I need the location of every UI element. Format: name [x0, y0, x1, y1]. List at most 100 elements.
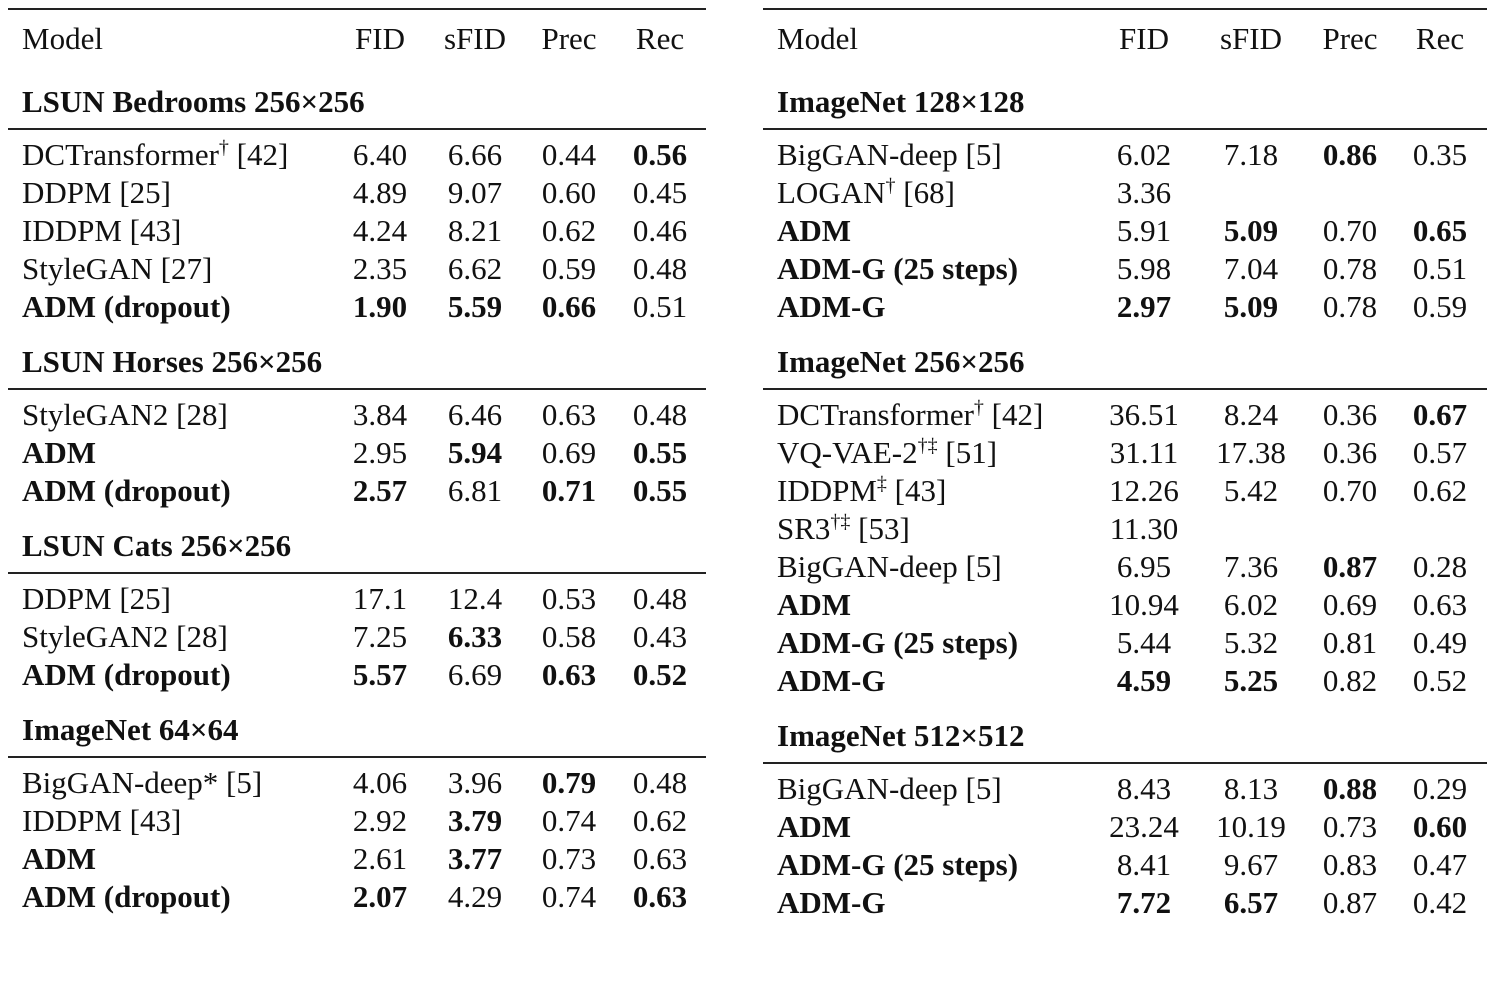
sfid-cell: 10.19 [1216, 809, 1286, 844]
model-cell: ADM-G (25 steps) [777, 624, 1018, 662]
model-name: BigGAN-deep [777, 549, 958, 584]
fid-cell: 12.26 [1109, 473, 1179, 508]
section-rule [763, 388, 1487, 390]
fid-cell: 6.02 [1116, 137, 1172, 172]
section-rule [8, 572, 706, 574]
rec-cell: 0.49 [1412, 625, 1468, 660]
prec-cell: 0.73 [1322, 809, 1378, 844]
model-cell: IDDPM‡ [43] [777, 472, 946, 510]
table-row: IDDPM [43] 4.24 8.21 0.62 0.46 [8, 212, 706, 250]
left-sections: LSUN Bedrooms 256×256 DCTransformer† [42]… [8, 82, 706, 916]
sfid-cell: 8.13 [1223, 771, 1279, 806]
model-name: StyleGAN2 [22, 397, 169, 432]
model-cell: DDPM [25] [22, 174, 171, 212]
table-row: LOGAN† [68] 3.36 [763, 174, 1487, 212]
prec-cell: 0.66 [541, 289, 597, 324]
section-rule [8, 128, 706, 130]
model-cell: ADM [777, 212, 851, 250]
prec-cell: 0.53 [541, 581, 597, 616]
model-name: IDDPM [22, 803, 122, 838]
sfid-cell: 6.81 [447, 473, 503, 508]
sfid-cell: 5.94 [447, 435, 503, 470]
fid-cell: 11.30 [1109, 511, 1179, 546]
model-cell: BigGAN-deep* [5] [22, 764, 262, 802]
sfid-cell: 8.21 [447, 213, 503, 248]
fid-cell: 6.40 [352, 137, 408, 172]
fid-cell: 7.72 [1116, 885, 1172, 920]
sfid-cell: 6.46 [447, 397, 503, 432]
sfid-cell: 8.24 [1223, 397, 1279, 432]
fid-cell: 1.90 [352, 289, 408, 324]
model-name: IDDPM [22, 213, 122, 248]
model-name: ADM-G [777, 885, 886, 920]
rec-cell: 0.48 [632, 581, 688, 616]
table-row: StyleGAN2 [28] 7.25 6.33 0.58 0.43 [8, 618, 706, 656]
citation-ref: [43] [894, 473, 947, 508]
model-name: DDPM [22, 581, 112, 616]
fid-cell: 6.95 [1116, 549, 1172, 584]
rec-cell: 0.52 [632, 657, 688, 692]
left-results-table: Model FID sFID Prec Rec LSUN Bedrooms 25… [8, 8, 706, 916]
model-name: ADM (dropout) [22, 879, 231, 914]
model-name: ADM [777, 213, 852, 248]
table-row: ADM-G (25 steps) 8.41 9.67 0.83 0.47 [763, 846, 1487, 884]
model-name: ADM-G (25 steps) [777, 251, 1019, 286]
fid-cell: 2.92 [352, 803, 408, 838]
rec-cell: 0.48 [632, 251, 688, 286]
fid-cell: 2.07 [352, 879, 408, 914]
model-name: ADM [22, 435, 97, 470]
fid-cell: 36.51 [1109, 397, 1179, 432]
model-cell: BigGAN-deep [5] [777, 136, 1002, 174]
sfid-cell: 3.79 [447, 803, 503, 838]
model-cell: DDPM [25] [22, 580, 171, 618]
table-row: ADM (dropout) 1.90 5.59 0.66 0.51 [8, 288, 706, 326]
model-cell: ADM-G [777, 288, 885, 326]
table-row: DDPM [25] 4.89 9.07 0.60 0.45 [8, 174, 706, 212]
col-header-prec: Prec [541, 21, 597, 56]
citation-ref: [5] [965, 549, 1002, 584]
citation-ref: [5] [226, 765, 263, 800]
table-row: ADM (dropout) 2.07 4.29 0.74 0.63 [8, 878, 706, 916]
section-title: ImageNet 256×256 [777, 344, 1025, 379]
sfid-cell: 5.59 [447, 289, 503, 324]
rec-cell: 0.65 [1412, 213, 1468, 248]
sfid-cell: 7.04 [1223, 251, 1279, 286]
prec-cell: 0.59 [541, 251, 597, 286]
model-name: DCTransformer [22, 137, 219, 172]
prec-cell: 0.74 [541, 879, 597, 914]
table-row: ADM 2.95 5.94 0.69 0.55 [8, 434, 706, 472]
model-cell: LOGAN† [68] [777, 174, 955, 212]
citation-ref: [51] [945, 435, 998, 470]
table-row: ADM-G 2.97 5.09 0.78 0.59 [763, 288, 1487, 326]
model-cell: IDDPM [43] [22, 212, 181, 250]
rec-cell: 0.28 [1412, 549, 1468, 584]
table-row: BigGAN-deep [5] 6.95 7.36 0.87 0.28 [763, 548, 1487, 586]
citation-ref: [43] [129, 803, 182, 838]
sfid-cell: 9.07 [447, 175, 503, 210]
section-rule [763, 128, 1487, 130]
prec-cell: 0.63 [541, 657, 597, 692]
model-cell: ADM (dropout) [22, 288, 231, 326]
sfid-cell: 6.69 [447, 657, 503, 692]
prec-cell: 0.60 [541, 175, 597, 210]
citation-ref: [25] [119, 175, 171, 210]
rec-cell: 0.59 [1412, 289, 1468, 324]
model-cell: VQ-VAE-2†‡ [51] [777, 434, 997, 472]
fid-cell: 2.57 [352, 473, 408, 508]
model-cell: BigGAN-deep [5] [777, 548, 1002, 586]
model-cell: DCTransformer† [42] [777, 396, 1043, 434]
right-sections: ImageNet 128×128 BigGAN-deep [5] 6.02 7.18 0… [763, 82, 1487, 922]
col-header-prec: Prec [1322, 21, 1378, 56]
model-name: SR3 [777, 511, 831, 546]
section-title: LSUN Horses 256×256 [22, 344, 323, 379]
table-row: StyleGAN [27] 2.35 6.62 0.59 0.48 [8, 250, 706, 288]
table-row: ADM-G (25 steps) 5.44 5.32 0.81 0.49 [763, 624, 1487, 662]
section-title: ImageNet 512×512 [777, 718, 1025, 753]
fid-cell: 5.98 [1116, 251, 1172, 286]
table-row: DCTransformer† [42] 6.40 6.66 0.44 0.56 [8, 136, 706, 174]
rec-cell: 0.52 [1412, 663, 1468, 698]
col-header-fid: FID [1119, 21, 1169, 56]
citation-ref: [5] [965, 771, 1002, 806]
rec-cell: 0.43 [632, 619, 688, 654]
model-cell: StyleGAN2 [28] [22, 396, 228, 434]
